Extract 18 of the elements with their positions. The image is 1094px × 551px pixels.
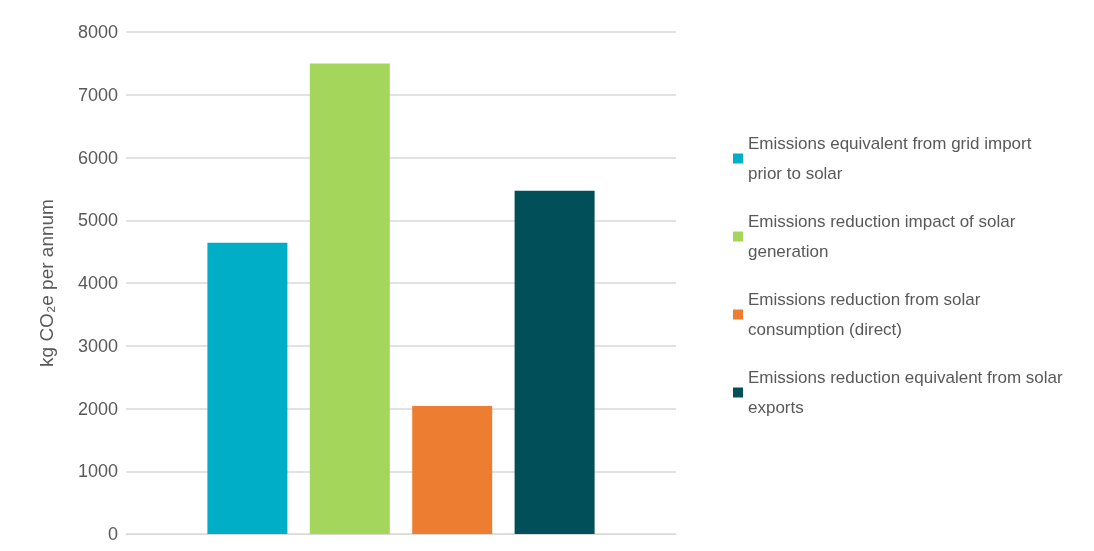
y-tick-label: 1000 [77, 461, 118, 482]
y-tick-label: 4000 [77, 273, 118, 293]
legend-label: Emissions reduction impact of solar generation [748, 212, 1021, 261]
legend-label: Emissions reduction from solar consumption (direct) [748, 290, 986, 339]
y-tick-label: 6000 [77, 147, 118, 168]
bar [412, 405, 493, 534]
y-tick-label: 2000 [77, 398, 118, 419]
y-tick-label: 3000 [77, 335, 118, 356]
bar [309, 63, 390, 534]
y-axis-title: kg CO₂e per annum [36, 199, 57, 367]
legend-label: Emissions reduction equivalent from solar exports [748, 368, 1068, 417]
y-tick-label: 0 [107, 524, 118, 544]
y-tick-label: 7000 [77, 84, 118, 105]
bar [514, 190, 595, 534]
bar [207, 242, 288, 534]
y-tick-label: 8000 [77, 22, 118, 42]
legend-label: Emissions equivalent from grid import prior to solar [748, 134, 1037, 183]
y-tick-label: 5000 [77, 210, 118, 231]
